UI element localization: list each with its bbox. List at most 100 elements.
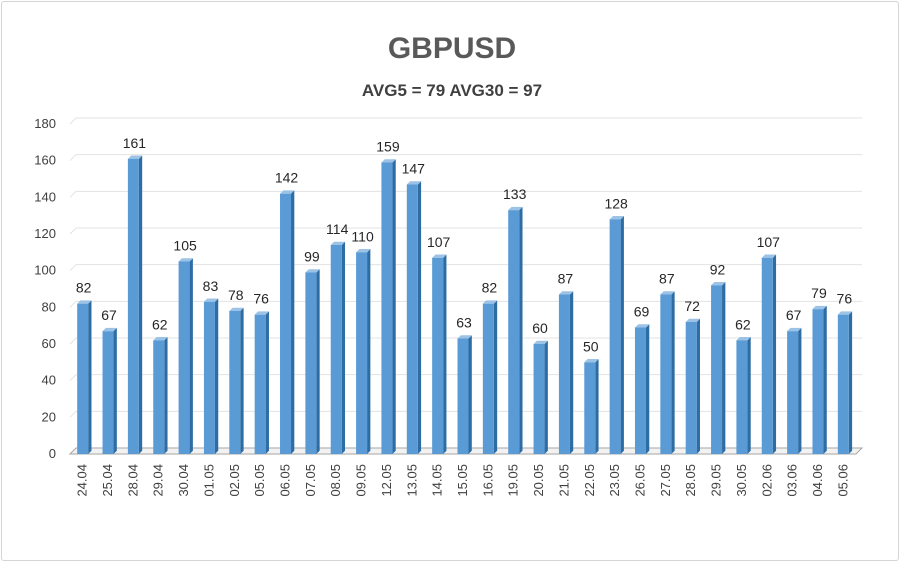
- bar-front: [381, 162, 393, 454]
- bar-top: [634, 324, 650, 328]
- y-tick-label: 20: [42, 409, 56, 424]
- bar-top: [102, 327, 117, 332]
- x-tick-label: 02.06: [759, 464, 774, 497]
- gridline: [69, 190, 862, 198]
- bar-side: [798, 327, 802, 454]
- bar-front: [127, 158, 139, 455]
- x-tick-label: 29.05: [709, 464, 724, 497]
- bar-front: [482, 303, 494, 454]
- x-tick-label: 12.05: [379, 464, 394, 497]
- bar: [533, 340, 548, 454]
- x-tick-label: 29.04: [151, 464, 166, 497]
- x-tick-label: 04.06: [810, 464, 825, 497]
- bar: [736, 337, 751, 454]
- bar: [330, 241, 346, 454]
- data-label: 161: [123, 135, 147, 151]
- bar-side: [291, 190, 295, 454]
- bar-top: [280, 190, 295, 194]
- bar-side: [138, 155, 143, 455]
- bar-side: [468, 335, 472, 454]
- bar-front: [77, 303, 89, 454]
- bar-top: [356, 249, 371, 253]
- x-tick-label: 21.05: [556, 464, 571, 497]
- x-tick-label: 23.05: [607, 464, 622, 497]
- bar-top: [305, 269, 320, 273]
- bar: [229, 307, 244, 454]
- bar-top: [812, 305, 827, 310]
- y-tick-label: 60: [42, 336, 56, 351]
- gridline: [69, 227, 862, 235]
- data-label: 147: [402, 161, 426, 177]
- x-tick-label: 01.05: [201, 464, 216, 497]
- y-tick-label: 120: [34, 226, 56, 241]
- bar: [77, 300, 92, 454]
- bar-side: [747, 337, 751, 454]
- bar-top: [736, 337, 751, 341]
- bar-side: [595, 359, 599, 454]
- bar: [356, 249, 371, 454]
- bar-side: [772, 254, 777, 454]
- chart-subtitle: AVG5 = 79 AVG30 = 97: [361, 81, 543, 100]
- bar: [508, 206, 523, 454]
- bar: [381, 159, 396, 454]
- x-tick-label: 20.05: [531, 464, 546, 497]
- bar: [812, 305, 827, 454]
- bar-front: [508, 210, 520, 454]
- bar-side: [696, 318, 700, 454]
- bar-top: [457, 335, 472, 339]
- bar: [102, 327, 117, 454]
- gridline: [69, 337, 862, 345]
- bar-top: [660, 291, 675, 295]
- x-tick-label: 02.05: [227, 464, 242, 497]
- bar-front: [837, 314, 849, 454]
- bar-side: [316, 269, 320, 454]
- bar: [584, 359, 599, 454]
- bar-front: [533, 344, 545, 454]
- x-tick-label: 14.05: [430, 464, 445, 497]
- x-tick-label: 16.05: [480, 464, 495, 497]
- bar-top: [77, 300, 92, 304]
- bar-side: [88, 300, 92, 454]
- bar: [153, 337, 168, 454]
- bar-front: [254, 314, 266, 454]
- data-label: 82: [76, 280, 92, 296]
- x-tick-label: 19.05: [506, 464, 521, 497]
- data-label: 87: [558, 271, 574, 287]
- bar-top: [203, 298, 219, 302]
- bar: [482, 300, 498, 454]
- data-label: 50: [583, 338, 599, 354]
- bar-top: [153, 337, 168, 341]
- bar-side: [569, 291, 574, 454]
- bar-front: [736, 340, 748, 454]
- x-tick-label: 06.05: [278, 464, 293, 497]
- bar-front: [761, 257, 773, 454]
- bar-front: [584, 362, 596, 454]
- bar-side: [113, 327, 117, 454]
- data-label: 159: [376, 139, 400, 155]
- bar-side: [443, 254, 447, 454]
- bar-top: [584, 359, 599, 363]
- bar-side: [671, 291, 675, 454]
- data-label: 62: [152, 316, 168, 332]
- data-label: 76: [253, 291, 269, 307]
- bar-front: [305, 272, 317, 454]
- bar-front: [634, 327, 646, 454]
- data-label: 92: [710, 261, 726, 277]
- bar-front: [330, 245, 342, 454]
- data-label: 76: [837, 291, 853, 307]
- bar-front: [432, 257, 444, 454]
- x-tick-label: 05.06: [835, 464, 850, 497]
- bar-side: [392, 159, 396, 454]
- gridline: [69, 300, 862, 308]
- bar-side: [214, 298, 219, 454]
- bar-side: [848, 311, 853, 454]
- bar-top: [685, 318, 700, 322]
- bar-front: [812, 309, 824, 454]
- bar: [711, 282, 726, 454]
- bar-side: [620, 216, 624, 454]
- data-label: 133: [503, 186, 527, 202]
- data-label: 67: [786, 307, 802, 323]
- y-tick-label: 160: [34, 153, 56, 168]
- bar-front: [178, 261, 190, 454]
